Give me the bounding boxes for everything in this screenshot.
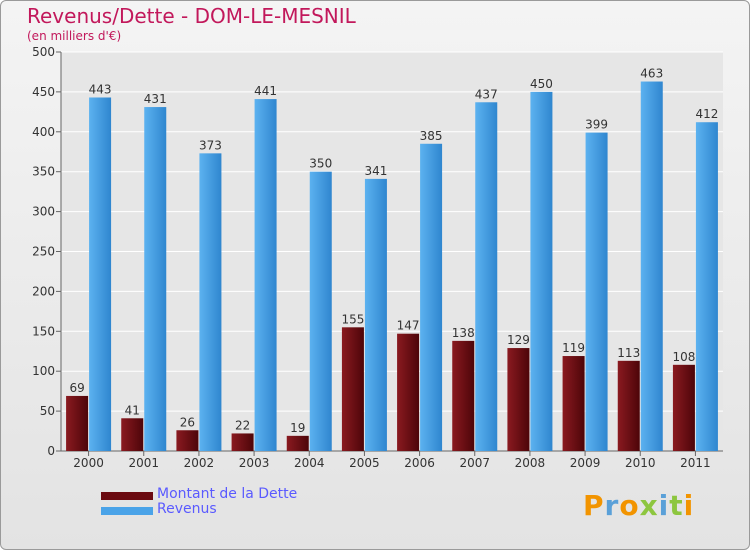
bar-revenus bbox=[530, 91, 553, 452]
bar-revenus bbox=[640, 81, 663, 451]
bar-dette bbox=[562, 356, 585, 451]
y-tick-label: 200 bbox=[32, 284, 55, 298]
data-label-dette: 129 bbox=[507, 333, 530, 347]
logo-letter: x bbox=[639, 489, 659, 522]
bar-revenus bbox=[585, 132, 608, 451]
x-tick-label: 2007 bbox=[459, 456, 490, 470]
data-label-revenus: 441 bbox=[254, 84, 277, 98]
data-label-dette: 155 bbox=[341, 312, 364, 326]
legend-swatch-revenus bbox=[101, 507, 153, 515]
data-label-revenus: 412 bbox=[695, 107, 718, 121]
bar-revenus bbox=[475, 102, 498, 452]
y-tick-label: 400 bbox=[32, 125, 55, 139]
y-tick-label: 500 bbox=[32, 45, 55, 59]
data-label-dette: 138 bbox=[452, 326, 475, 340]
bar-dette bbox=[397, 333, 420, 451]
data-label-dette: 19 bbox=[290, 421, 305, 435]
data-label-revenus: 341 bbox=[364, 164, 387, 178]
bar-revenus bbox=[254, 99, 277, 451]
x-tick-label: 2009 bbox=[570, 456, 601, 470]
y-tick-label: 450 bbox=[32, 85, 55, 99]
data-label-revenus: 443 bbox=[89, 82, 112, 96]
bar-revenus bbox=[695, 122, 718, 451]
chart-subtitle: (en milliers d'€) bbox=[27, 29, 122, 43]
x-tick-label: 2010 bbox=[625, 456, 656, 470]
bar-dette bbox=[617, 360, 640, 451]
y-tick-label: 50 bbox=[40, 404, 55, 418]
x-tick-label: 2002 bbox=[184, 456, 215, 470]
bar-dette bbox=[452, 340, 475, 451]
bar-revenus bbox=[309, 171, 332, 451]
data-label-revenus: 437 bbox=[475, 87, 498, 101]
logo-letter: P bbox=[583, 489, 605, 522]
bar-dette bbox=[507, 348, 530, 451]
logo-letter: o bbox=[619, 489, 640, 522]
legend-swatch-dette bbox=[101, 492, 153, 500]
data-label-dette: 22 bbox=[235, 418, 250, 432]
bar-revenus bbox=[89, 97, 112, 452]
data-label-revenus: 350 bbox=[309, 157, 332, 171]
x-tick-label: 2003 bbox=[239, 456, 270, 470]
y-tick-label: 0 bbox=[47, 444, 55, 458]
data-label-revenus: 385 bbox=[420, 129, 443, 143]
proxiti-logo: Proxiti bbox=[583, 489, 694, 522]
data-label-dette: 119 bbox=[562, 341, 585, 355]
y-tick-label: 350 bbox=[32, 165, 55, 179]
bar-dette bbox=[231, 433, 254, 451]
data-label-dette: 69 bbox=[69, 381, 84, 395]
data-label-revenus: 463 bbox=[640, 67, 663, 81]
bar-dette bbox=[121, 418, 144, 451]
bar-revenus bbox=[420, 143, 443, 451]
x-tick-label: 2011 bbox=[680, 456, 711, 470]
data-label-revenus: 399 bbox=[585, 118, 608, 132]
data-label-dette: 41 bbox=[125, 403, 140, 417]
data-label-revenus: 373 bbox=[199, 138, 222, 152]
bar-revenus bbox=[199, 153, 222, 451]
logo-letter: r bbox=[604, 489, 620, 522]
bar-dette bbox=[176, 430, 199, 451]
chart-title: Revenus/Dette - DOM-LE-MESNIL bbox=[27, 4, 356, 28]
data-label-revenus: 450 bbox=[530, 77, 553, 91]
x-tick-label: 2005 bbox=[349, 456, 380, 470]
logo-letter: t bbox=[669, 489, 684, 522]
bar-dette bbox=[341, 327, 364, 451]
y-tick-label: 250 bbox=[32, 245, 55, 259]
bar-dette bbox=[66, 395, 89, 451]
logo-letter: i bbox=[683, 489, 695, 522]
data-label-revenus: 431 bbox=[144, 92, 167, 106]
x-tick-label: 2008 bbox=[515, 456, 546, 470]
y-tick-label: 100 bbox=[32, 364, 55, 378]
bar-revenus bbox=[364, 178, 387, 451]
y-tick-label: 150 bbox=[32, 324, 55, 338]
x-tick-label: 2006 bbox=[404, 456, 435, 470]
data-label-dette: 108 bbox=[672, 350, 695, 364]
y-tick-label: 300 bbox=[32, 205, 55, 219]
x-tick-label: 2004 bbox=[294, 456, 325, 470]
bar-dette bbox=[672, 364, 695, 451]
data-label-dette: 26 bbox=[180, 415, 195, 429]
data-label-dette: 113 bbox=[617, 346, 640, 360]
logo-letter: i bbox=[658, 489, 670, 522]
bar-dette bbox=[286, 435, 309, 451]
x-tick-label: 2000 bbox=[73, 456, 104, 470]
legend-label-revenus: Revenus bbox=[157, 501, 217, 517]
bar-revenus bbox=[144, 107, 167, 451]
data-label-dette: 147 bbox=[397, 319, 420, 333]
legend-label-dette: Montant de la Dette bbox=[157, 486, 298, 502]
x-tick-label: 2001 bbox=[128, 456, 159, 470]
